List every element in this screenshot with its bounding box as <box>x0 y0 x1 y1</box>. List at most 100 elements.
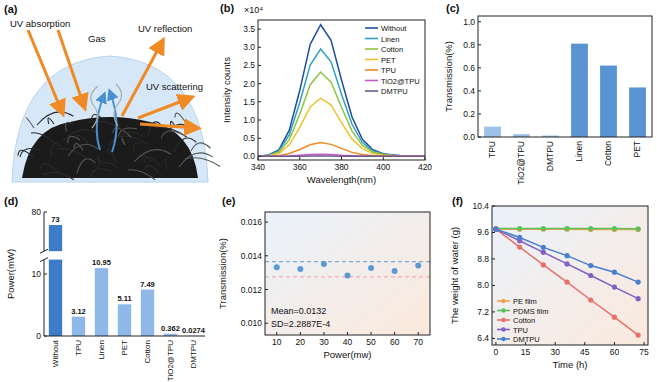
x-tick <box>584 342 585 345</box>
figure: (a)UV absorptionGasUV reflectionUV scatt… <box>0 0 657 382</box>
fiber <box>18 150 34 158</box>
label: 5.11 <box>117 294 131 303</box>
x-tick <box>300 332 301 335</box>
label: 360 <box>293 162 307 172</box>
legend-swatch <box>365 48 378 50</box>
y-tick <box>478 113 481 114</box>
point <box>588 226 593 231</box>
label: 45 <box>580 347 590 357</box>
point <box>541 262 546 267</box>
fiber <box>94 163 117 172</box>
fiber <box>26 118 34 128</box>
label: 8.8 <box>477 254 489 264</box>
fiber <box>66 122 71 131</box>
uv-arrow <box>122 42 162 116</box>
label: 340 <box>251 162 265 172</box>
fiber <box>43 172 74 180</box>
point <box>392 268 398 274</box>
label: 0.2 <box>463 109 475 119</box>
label: DMTPU <box>545 141 555 171</box>
point <box>541 250 546 255</box>
label: ×10⁴ <box>244 5 263 15</box>
point <box>415 263 421 269</box>
label: TiO2@TPU <box>166 340 175 381</box>
label: 20 <box>296 337 306 347</box>
label: TiO2@TPU <box>516 141 526 185</box>
label: UV scattering <box>146 81 203 92</box>
panel-bar: 0.00.20.40.60.81.0TPUTiO2@TPUDMTPULinenC… <box>443 2 652 185</box>
fiber <box>133 143 142 152</box>
label: 7.2 <box>477 307 489 317</box>
legend-swatch <box>365 90 378 92</box>
series-line <box>258 72 425 156</box>
label: 0.016 <box>241 217 263 227</box>
y-tick <box>478 90 481 91</box>
label: SD=2.2887E-4 <box>271 319 330 329</box>
series-line <box>496 229 638 335</box>
y-tick <box>478 21 481 22</box>
legend-swatch <box>365 80 378 82</box>
uv-arrow <box>138 98 190 118</box>
x-tick <box>495 342 496 345</box>
label: 3.0 <box>243 42 255 52</box>
point <box>612 227 617 232</box>
uv-arrow <box>58 30 84 106</box>
point <box>636 296 641 301</box>
label: 0.010 <box>241 318 263 328</box>
label: 10 <box>272 337 282 347</box>
label: 70 <box>413 337 423 347</box>
y-tick <box>492 311 495 312</box>
plot-area <box>493 226 640 338</box>
label: Cotton <box>603 141 613 166</box>
y-tick <box>478 44 481 45</box>
x-tick <box>299 157 300 160</box>
label: 60 <box>390 337 400 347</box>
panel-line: 6.47.28.08.89.610.401530456075Time (h)Th… <box>449 195 649 370</box>
point <box>636 280 641 285</box>
fiber <box>20 149 40 158</box>
label: TPU <box>381 66 396 75</box>
plot-area <box>258 25 425 157</box>
label: 10.95 <box>92 258 111 267</box>
series-line <box>258 98 425 156</box>
label: 380 <box>334 162 348 172</box>
y-tick <box>492 285 495 286</box>
fiber <box>90 169 111 177</box>
series-line <box>258 25 425 157</box>
legend-marker <box>501 299 505 303</box>
y-tick <box>258 29 261 30</box>
point <box>493 227 498 232</box>
label: 0.8 <box>463 40 475 50</box>
point <box>588 297 593 302</box>
fiber-mass <box>22 117 198 178</box>
label: 0.4 <box>463 86 475 96</box>
y-tick <box>258 47 261 48</box>
label: 0.0274 <box>182 326 206 335</box>
label: TiO2@TPU <box>381 77 420 86</box>
label: Transmission(%) <box>217 238 228 309</box>
label: (c) <box>446 2 460 14</box>
legend-swatch <box>365 27 378 29</box>
label: 0.6 <box>463 63 475 73</box>
fiber <box>48 118 54 124</box>
point <box>564 280 569 285</box>
label: 3.12 <box>71 307 86 316</box>
plot-frame <box>265 212 430 335</box>
bar <box>629 87 646 137</box>
label: 420 <box>418 162 432 172</box>
label: Linen <box>574 141 584 162</box>
fiber <box>108 132 143 146</box>
label: Cotton <box>513 316 535 325</box>
x-tick <box>258 157 259 160</box>
y-tick <box>265 323 268 324</box>
legend-marker <box>501 308 505 312</box>
label: (f) <box>452 195 463 207</box>
label: 30 <box>550 347 560 357</box>
label: 3.5 <box>243 24 255 34</box>
y-tick <box>492 232 495 233</box>
label: 2.0 <box>243 79 255 89</box>
label: 0.014 <box>241 251 263 261</box>
label: Power(mw) <box>323 349 371 360</box>
label: 0.0 <box>243 151 255 161</box>
label: 73 <box>51 215 59 224</box>
